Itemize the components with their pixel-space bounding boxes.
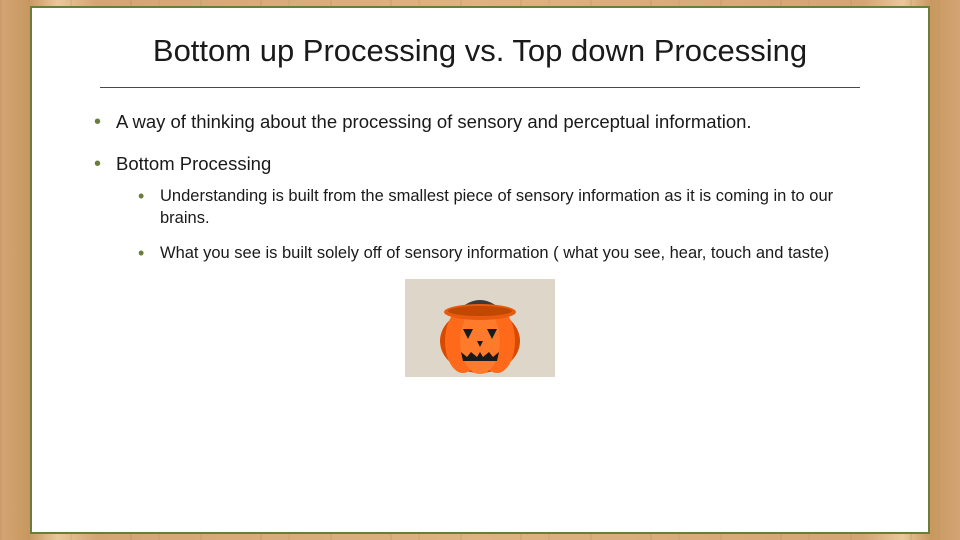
title-divider (100, 87, 860, 88)
image-container (76, 279, 884, 382)
bullet-text: Bottom Processing (116, 153, 271, 174)
pumpkin-icon (405, 279, 555, 377)
bullet-item: Bottom Processing Understanding is built… (94, 152, 884, 264)
bullet-item: A way of thinking about the processing o… (94, 110, 884, 134)
sub-bullet-text: Understanding is built from the smallest… (160, 187, 833, 226)
slide-card: Bottom up Processing vs. Top down Proces… (30, 6, 930, 534)
bullet-list: A way of thinking about the processing o… (76, 110, 884, 264)
slide-title: Bottom up Processing vs. Top down Proces… (76, 32, 884, 69)
bullet-text: A way of thinking about the processing o… (116, 111, 752, 132)
sub-bullet-item: Understanding is built from the smallest… (138, 186, 884, 229)
sub-bullet-list: Understanding is built from the smallest… (116, 186, 884, 264)
sub-bullet-text: What you see is built solely off of sens… (160, 244, 829, 262)
sub-bullet-item: What you see is built solely off of sens… (138, 243, 884, 264)
